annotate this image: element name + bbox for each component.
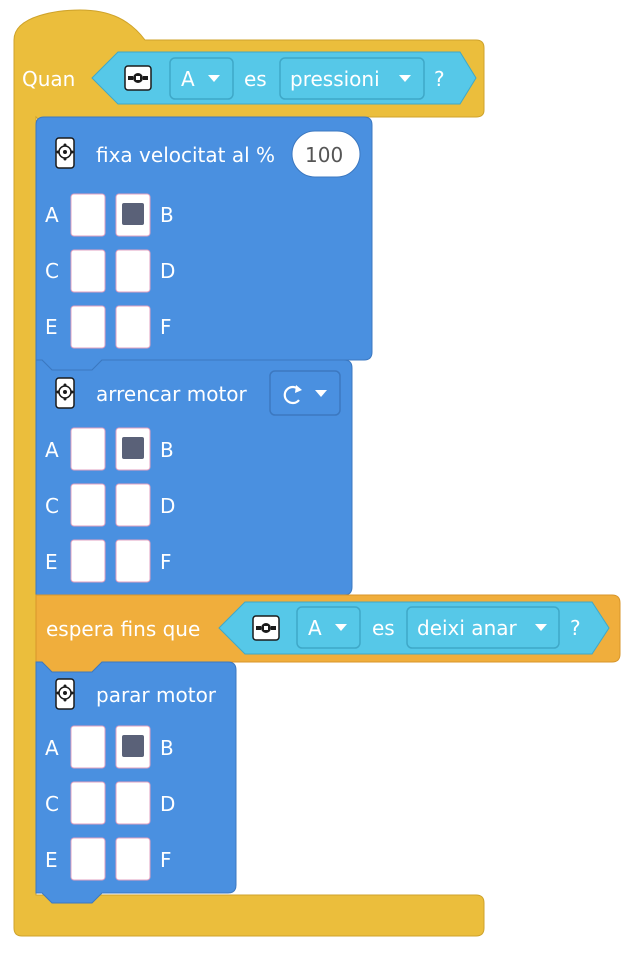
motor-icon (55, 377, 75, 409)
port-dropdown[interactable]: A (169, 57, 234, 100)
port-label-c: C (45, 494, 59, 518)
stop-motor-label: parar motor (96, 683, 217, 707)
direction-dropdown[interactable] (269, 370, 341, 416)
state-dropdown-value: deixi anar (417, 616, 517, 640)
port-selector-grid[interactable]: A B C D E F (45, 193, 175, 349)
port-label-c: C (45, 259, 59, 283)
chevron-down-icon (208, 75, 220, 82)
state-dropdown[interactable]: pressioni (279, 57, 425, 100)
wait-until-block[interactable]: espera fins que A es deixi anar ? (35, 594, 621, 673)
sensor-condition-reporter[interactable]: A es pressioni ? (91, 51, 477, 105)
touch-sensor-icon (124, 65, 152, 91)
port-checkbox-c[interactable] (70, 483, 106, 527)
port-checkbox-a[interactable] (70, 725, 106, 769)
port-label-d: D (160, 494, 175, 518)
port-checkbox-e[interactable] (70, 837, 106, 881)
set-speed-block[interactable]: fixa velocitat al % 100 A B C D E F (35, 116, 373, 371)
question-mark: ? (570, 616, 581, 640)
port-selected-marker (122, 735, 144, 757)
port-dropdown-value: A (181, 67, 195, 91)
chevron-down-icon (315, 390, 327, 397)
port-checkbox-d[interactable] (115, 483, 151, 527)
chevron-down-icon (399, 75, 411, 82)
port-label-d: D (160, 792, 175, 816)
sensor-condition-reporter[interactable]: A es deixi anar ? (218, 601, 610, 655)
port-selector-grid[interactable]: A B C D E F (45, 427, 175, 583)
motor-icon (55, 678, 75, 710)
port-label-f: F (160, 550, 172, 574)
port-checkbox-a[interactable] (70, 193, 106, 237)
port-dropdown[interactable]: A (296, 606, 361, 649)
port-label-a: A (45, 438, 59, 462)
port-selected-marker (122, 203, 144, 225)
state-dropdown-value: pressioni (290, 67, 380, 91)
port-dropdown-value: A (308, 616, 322, 640)
port-label-a: A (45, 736, 59, 760)
port-checkbox-f[interactable] (115, 305, 151, 349)
start-motor-label: arrencar motor (96, 382, 248, 406)
port-label-e: E (45, 550, 58, 574)
port-checkbox-c[interactable] (70, 781, 106, 825)
port-checkbox-f[interactable] (115, 837, 151, 881)
port-selector-grid[interactable]: A B C D E F (45, 725, 175, 881)
port-checkbox-f[interactable] (115, 539, 151, 583)
speed-input[interactable]: 100 (291, 130, 361, 178)
port-checkbox-e[interactable] (70, 539, 106, 583)
wait-until-label: espera fins que (46, 617, 200, 641)
port-label-d: D (160, 259, 175, 283)
speed-input-value: 100 (305, 143, 343, 167)
port-selected-marker (122, 437, 144, 459)
port-checkbox-a[interactable] (70, 427, 106, 471)
port-label-e: E (45, 315, 58, 339)
chevron-down-icon (335, 624, 347, 631)
touch-sensor-icon (252, 615, 280, 641)
port-label-b: B (160, 438, 174, 462)
set-speed-label: fixa velocitat al % (96, 143, 275, 167)
port-checkbox-e[interactable] (70, 305, 106, 349)
start-motor-block[interactable]: arrencar motor A B C D E F (35, 359, 353, 596)
port-label-e: E (45, 848, 58, 872)
stop-motor-block[interactable]: parar motor A B C D E F (35, 661, 237, 904)
question-mark: ? (434, 67, 445, 91)
port-label-c: C (45, 792, 59, 816)
event-hat-block[interactable]: Quan A es pressioni (13, 9, 485, 937)
state-dropdown[interactable]: deixi anar (406, 606, 560, 649)
port-label-b: B (160, 203, 174, 227)
port-label-b: B (160, 736, 174, 760)
port-label-f: F (160, 315, 172, 339)
connector-label: es (372, 616, 395, 640)
port-checkbox-d[interactable] (115, 781, 151, 825)
port-checkbox-d[interactable] (115, 249, 151, 293)
connector-label: es (244, 67, 267, 91)
chevron-down-icon (535, 624, 547, 631)
port-label-a: A (45, 203, 59, 227)
motor-icon (55, 137, 75, 169)
port-label-f: F (160, 848, 172, 872)
rotate-clockwise-icon (283, 385, 302, 405)
port-checkbox-c[interactable] (70, 249, 106, 293)
event-hat-label: Quan (22, 67, 75, 91)
